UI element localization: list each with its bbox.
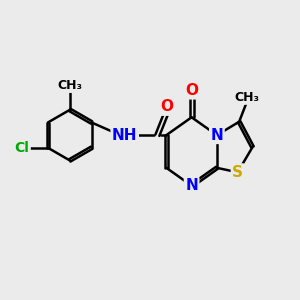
Text: N: N [185,178,198,193]
Text: O: O [160,99,173,114]
Text: NH: NH [112,128,137,142]
Text: CH₃: CH₃ [234,91,259,103]
Text: Cl: Cl [15,141,29,155]
Text: CH₃: CH₃ [57,79,82,92]
Text: S: S [232,165,243,180]
Text: O: O [185,83,198,98]
Text: N: N [211,128,223,142]
